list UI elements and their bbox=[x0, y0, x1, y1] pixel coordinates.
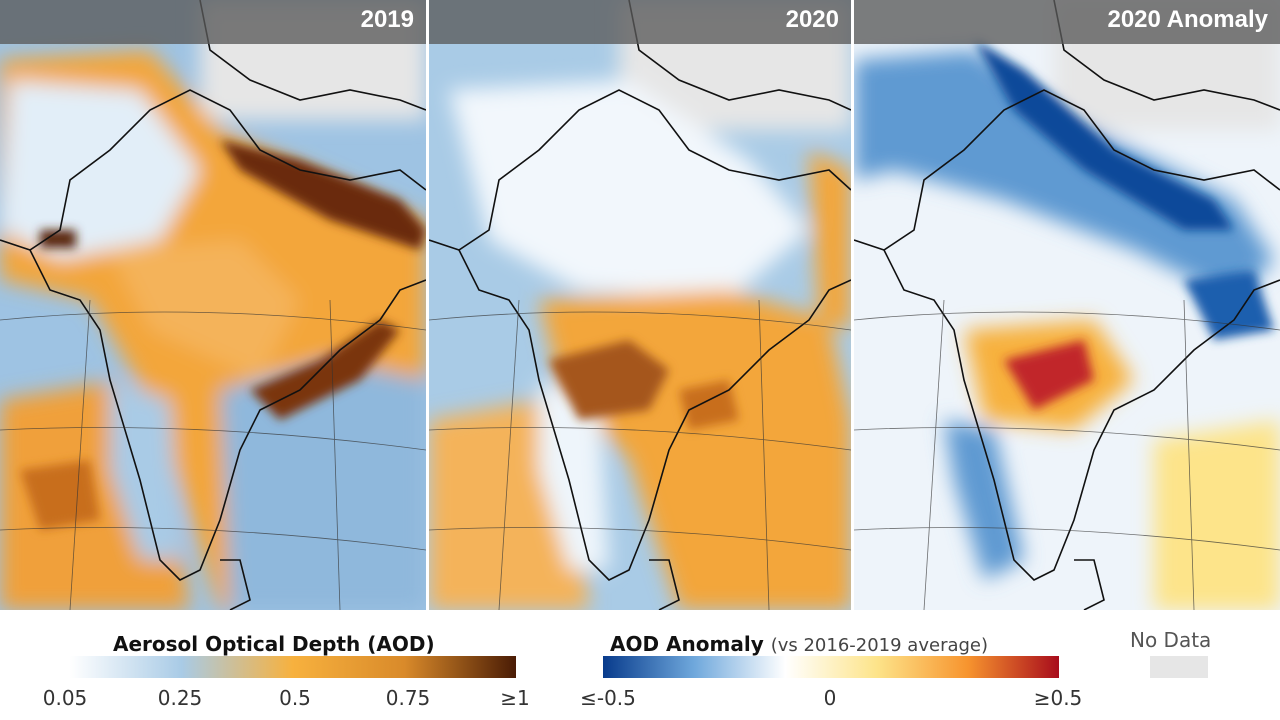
map-panel-anomaly: 2020 Anomaly bbox=[854, 0, 1280, 610]
map-panel-2019: 2019 bbox=[0, 0, 426, 610]
anomaly-tick-label: 0 bbox=[823, 686, 837, 710]
no-data-label: No Data bbox=[1130, 628, 1212, 652]
panel-title-bar: 2020 bbox=[429, 0, 851, 44]
graticule bbox=[0, 299, 426, 610]
panel-title: 2020 Anomaly bbox=[1107, 6, 1268, 33]
map-panels: 2019 bbox=[0, 0, 1280, 610]
country-borders bbox=[854, 0, 1280, 610]
panel-title-bar: 2020 Anomaly bbox=[854, 0, 1280, 44]
map-panel-2020: 2020 bbox=[429, 0, 851, 610]
aod-map-2020 bbox=[429, 0, 851, 610]
panel-title: 2020 bbox=[785, 6, 839, 33]
graticule bbox=[429, 299, 851, 610]
aod-tick-label: 0.05 bbox=[42, 686, 88, 710]
country-borders bbox=[0, 0, 426, 610]
anomaly-legend-title-main: AOD Anomaly bbox=[610, 632, 764, 656]
anomaly-tick-label: ≥0.5 bbox=[1033, 686, 1083, 710]
anomaly-tick-label: ≤-0.5 bbox=[580, 686, 636, 710]
aod-map-2019 bbox=[0, 0, 426, 610]
aod-tick-label: 0.5 bbox=[279, 686, 311, 710]
aod-tick-label: ≥1 bbox=[500, 686, 530, 710]
aod-tick-label: 0.75 bbox=[385, 686, 431, 710]
country-borders bbox=[429, 0, 851, 610]
panel-title-bar: 2019 bbox=[0, 0, 426, 44]
aod-tick-label: 0.25 bbox=[157, 686, 203, 710]
panel-title: 2019 bbox=[360, 6, 414, 33]
legend-area: Aerosol Optical Depth (AOD) 0.05 0.25 0.… bbox=[0, 610, 1280, 720]
anomaly-colorbar bbox=[603, 656, 1059, 678]
no-data-swatch bbox=[1150, 656, 1208, 678]
anomaly-legend-subtitle: (vs 2016-2019 average) bbox=[770, 635, 989, 656]
aod-legend-title: Aerosol Optical Depth (AOD) bbox=[113, 632, 435, 656]
aod-anomaly-map bbox=[854, 0, 1280, 610]
anomaly-legend-title: AOD Anomaly (vs 2016-2019 average) bbox=[610, 632, 988, 656]
aod-colorbar bbox=[70, 656, 516, 678]
graticule bbox=[854, 299, 1280, 610]
